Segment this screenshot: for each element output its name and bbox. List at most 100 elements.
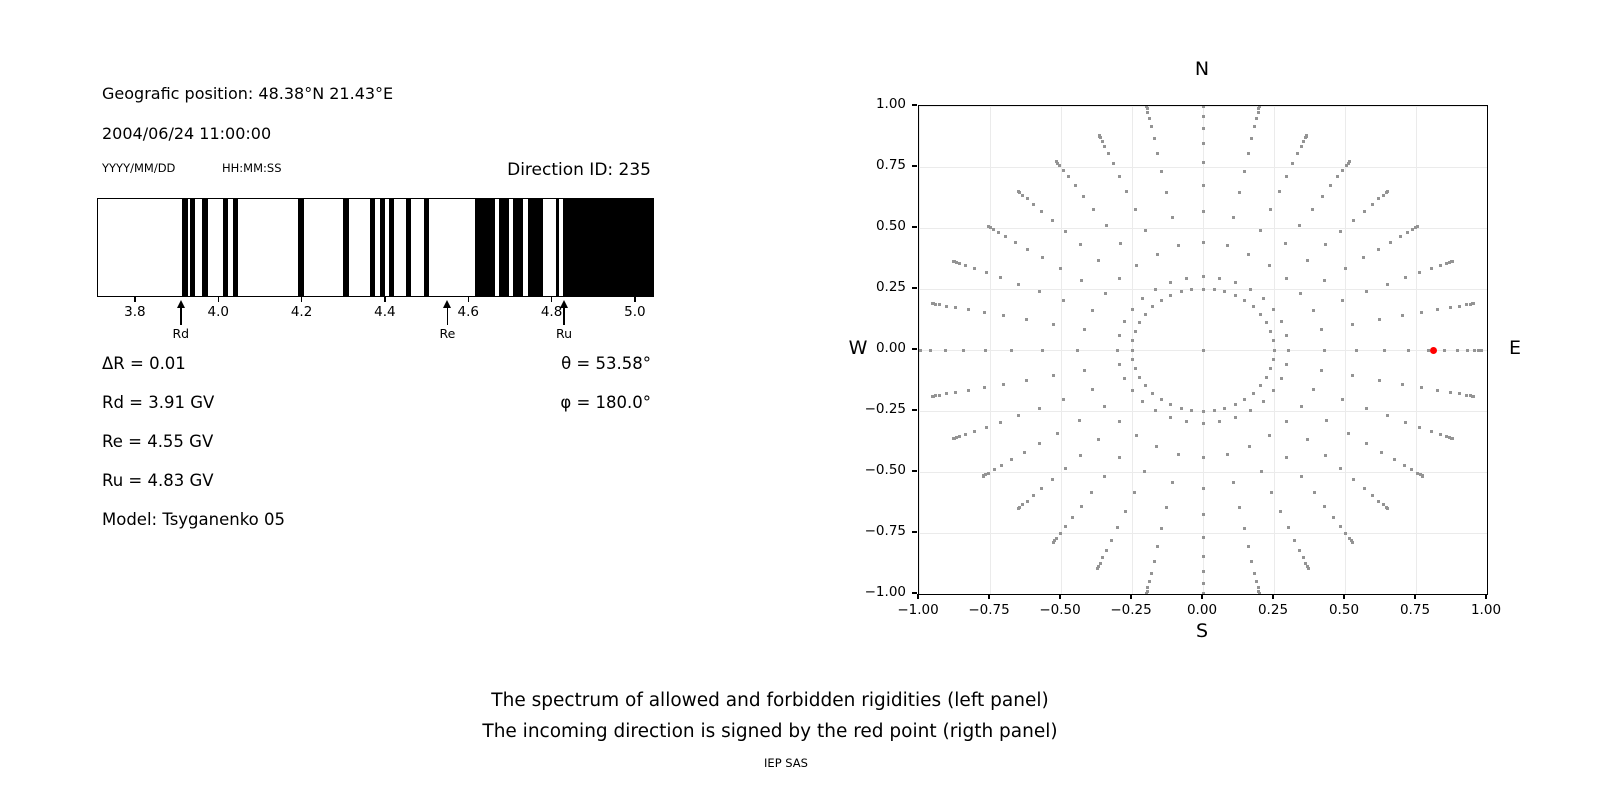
asymptotic-dot (1155, 545, 1159, 549)
asymptotic-dot (1279, 510, 1283, 514)
asymptotic-dot (1257, 590, 1261, 594)
asymptotic-dot (1272, 389, 1276, 393)
incoming-direction-plot (918, 105, 1488, 595)
asymptotic-dot (1079, 278, 1083, 282)
asymptotic-dot (1299, 475, 1303, 479)
asymptotic-dot (1258, 592, 1261, 594)
asymptotic-dot (1152, 137, 1156, 141)
credit-label: IEP SAS (764, 756, 808, 770)
asymptotic-dot (1448, 390, 1452, 394)
asymptotic-dot (1040, 348, 1044, 352)
asymptotic-dot (1270, 491, 1274, 495)
asymptotic-dot (1420, 385, 1424, 389)
time-format-label: HH:MM:SS (222, 161, 282, 175)
asymptotic-dot (1312, 387, 1316, 391)
asymptotic-dot (1155, 253, 1159, 257)
asymptotic-dot (1025, 197, 1029, 201)
ring-dot (1258, 384, 1262, 388)
forbidden-allowed-band (513, 199, 524, 296)
asymptotic-dot (1331, 516, 1335, 520)
asymptotic-dot (1247, 444, 1251, 448)
caption-line-1: The spectrum of allowed and forbidden ri… (491, 690, 1049, 711)
asymptotic-dot (1472, 348, 1476, 352)
asymptotic-dot (1062, 298, 1066, 302)
asymptotic-dot (1479, 348, 1483, 352)
asymptotic-dot (1064, 525, 1068, 529)
asymptotic-dot (1323, 243, 1327, 247)
gridline (919, 533, 1487, 534)
asymptotic-dot (952, 259, 956, 263)
asymptotic-dot (1456, 348, 1460, 352)
asymptotic-dot (1170, 481, 1174, 485)
asymptotic-dot (1149, 571, 1153, 575)
asymptotic-dot (931, 302, 935, 306)
x-tick-label: 4.0 (207, 304, 229, 320)
asymptotic-dot (1381, 503, 1385, 507)
asymptotic-dot (961, 348, 965, 352)
ring-dot (1144, 384, 1148, 388)
asymptotic-dot (1164, 190, 1168, 194)
asymptotic-dot (1286, 348, 1290, 352)
date-format-label: YYYY/MM/DD (102, 161, 176, 175)
asymptotic-dot (1338, 525, 1342, 529)
delta-r-value: ΔR = 0.01 (102, 354, 186, 373)
asymptotic-dot (1371, 494, 1375, 498)
asymptotic-dot (1037, 290, 1041, 294)
ring-dot (1201, 287, 1205, 291)
asymptotic-dot (1117, 334, 1121, 338)
asymptotic-dot (1403, 276, 1407, 280)
asymptotic-dot (1031, 202, 1035, 206)
y-tick-label: −1.00 (864, 584, 906, 600)
asymptotic-dot (1103, 292, 1107, 296)
asymptotic-dot (933, 394, 937, 398)
gridline (919, 472, 1487, 473)
x-tick-label: 4.2 (290, 304, 313, 320)
asymptotic-dot (1117, 456, 1121, 460)
ring-dot (1138, 320, 1142, 324)
asymptotic-dot (1000, 464, 1004, 468)
asymptotic-dot (1323, 453, 1327, 457)
asymptotic-dot (958, 435, 962, 439)
asymptotic-dot (1336, 175, 1340, 179)
compass-north-label: N (1194, 58, 1210, 80)
asymptotic-dot (1298, 223, 1302, 227)
asymptotic-dot (1362, 210, 1366, 214)
asymptotic-dot (1141, 400, 1145, 404)
asymptotic-dot (1116, 348, 1120, 352)
x-tick (134, 296, 136, 302)
asymptotic-dot (1177, 452, 1181, 456)
asymptotic-dot (952, 437, 956, 441)
asymptotic-dot (1143, 228, 1147, 232)
asymptotic-dot (1323, 505, 1327, 509)
asymptotic-dot (1255, 580, 1259, 584)
x-tick-label: 5.0 (624, 304, 646, 320)
asymptotic-dot (1410, 468, 1414, 472)
asymptotic-dot (1024, 318, 1028, 322)
asymptotic-dot (1004, 235, 1008, 239)
asymptotic-dot (1104, 223, 1108, 227)
asymptotic-dot (1278, 189, 1282, 193)
forbidden-allowed-band (499, 199, 510, 296)
asymptotic-dot (1062, 398, 1066, 402)
asymptotic-dot (1402, 464, 1406, 468)
asymptotic-dot (1299, 144, 1303, 148)
asymptotic-dot (1164, 506, 1168, 510)
asymptotic-dot (1471, 302, 1475, 306)
asymptotic-dot (1247, 545, 1251, 549)
datetime-label: 2004/06/24 11:00:00 (102, 124, 272, 143)
asymptotic-dot (1099, 136, 1103, 140)
asymptotic-dot (944, 392, 948, 396)
asymptotic-dot (1021, 193, 1025, 197)
asymptotic-dot (1406, 231, 1410, 235)
asymptotic-dot (1201, 486, 1205, 490)
asymptotic-dot (973, 429, 977, 433)
asymptotic-dot (1269, 207, 1273, 211)
asymptotic-dot (1201, 161, 1205, 165)
ring-dot (1251, 391, 1255, 395)
cutoff-arrow-ru: Ru (550, 300, 578, 341)
asymptotic-dot (1444, 261, 1448, 265)
asymptotic-dot (1304, 134, 1308, 138)
asymptotic-dot (1058, 531, 1062, 535)
y-tick-label: −0.50 (864, 462, 906, 478)
